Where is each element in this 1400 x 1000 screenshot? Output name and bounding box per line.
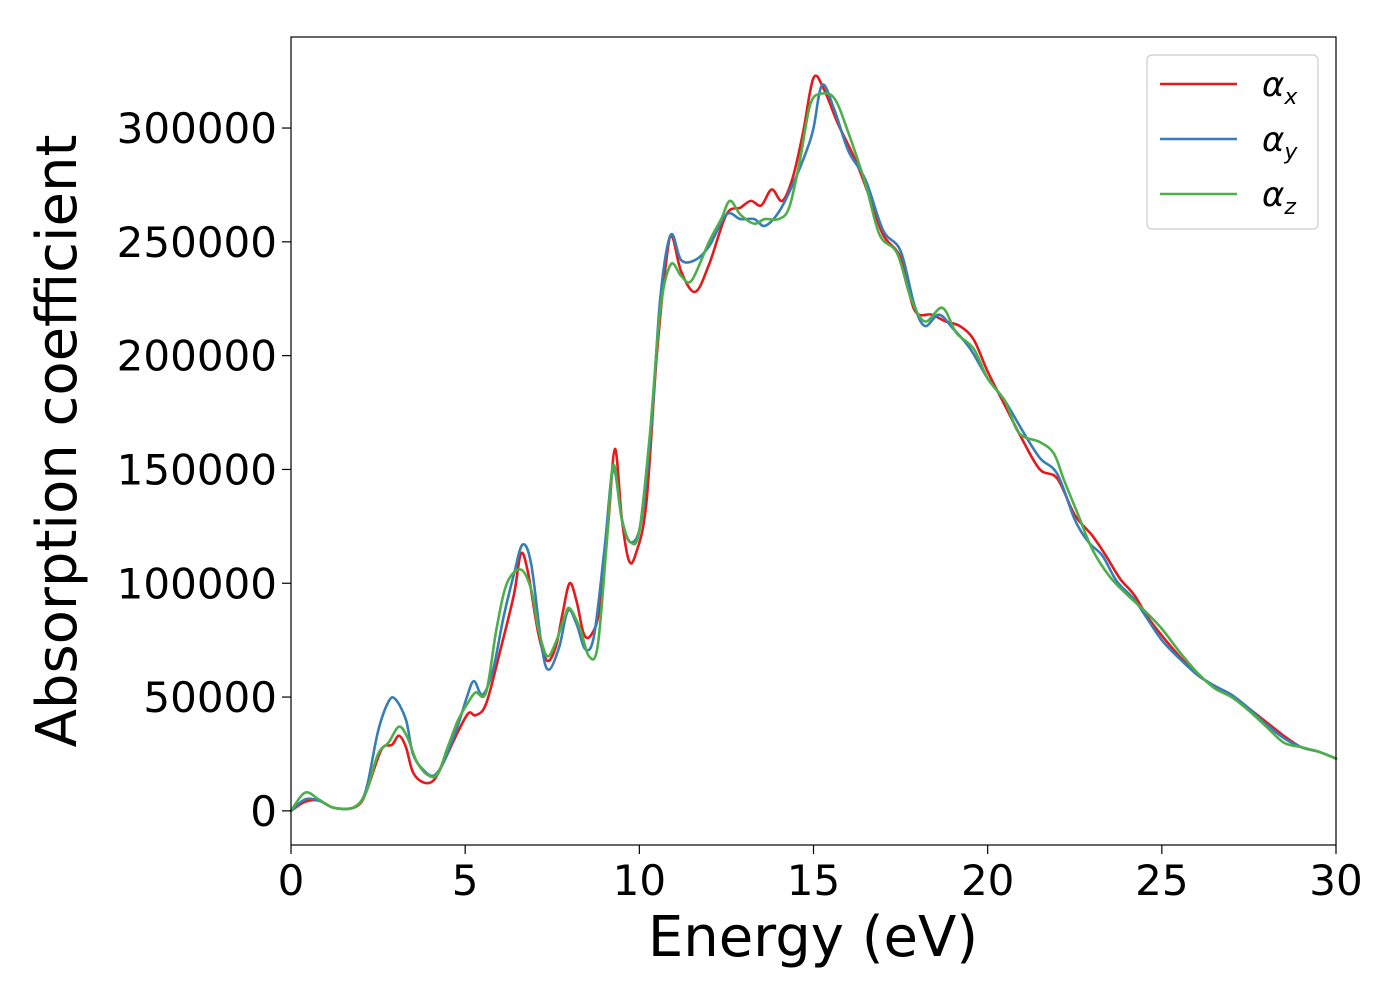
legend-label-y: αy	[1262, 120, 1298, 165]
y-tick-label: 300000	[117, 104, 277, 153]
y-tick-label: 100000	[117, 559, 277, 608]
x-tick-label: 5	[452, 856, 479, 905]
y-axis-title: Absorption coefficient	[25, 135, 90, 748]
legend-box	[1146, 54, 1319, 230]
x-tick-label: 10	[613, 856, 666, 905]
series-layer	[289, 74, 1338, 813]
x-tick-label: 20	[961, 856, 1014, 905]
legend-label-z: αz	[1262, 175, 1296, 220]
y-tick-label: 150000	[117, 445, 277, 494]
ticks-layer: 0 5 10 15 20 25 30 0 50000 100000 150000 200000 2500…	[117, 104, 1363, 905]
x-axis-title: Energy (eV)	[648, 905, 978, 970]
y-tick-label: 0	[250, 787, 277, 836]
y-tick-label: 200000	[117, 332, 277, 381]
x-tick-label: 25	[1135, 856, 1188, 905]
series-line-z	[289, 91, 1338, 813]
y-tick-label: 50000	[143, 673, 277, 722]
legend: αx αy αz	[1146, 54, 1319, 230]
x-tick-label: 15	[787, 856, 840, 905]
legend-label-x: αx	[1262, 65, 1298, 110]
x-tick-label: 0	[278, 856, 305, 905]
x-tick-label: 30	[1309, 856, 1362, 905]
y-tick-label: 250000	[117, 218, 277, 267]
